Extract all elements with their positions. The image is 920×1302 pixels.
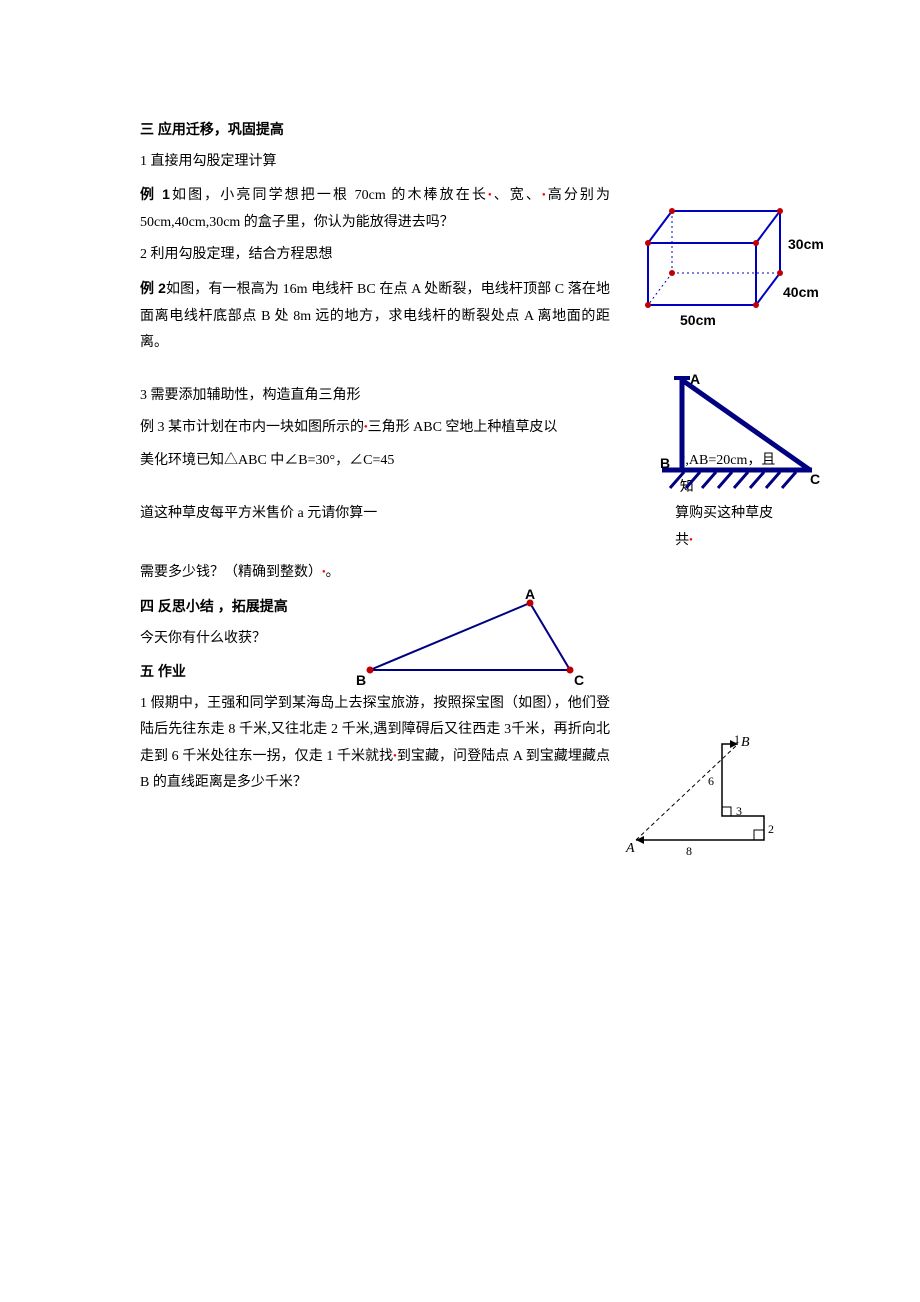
pole-A: A [690, 366, 700, 393]
map-3: 3 [736, 800, 742, 823]
pole-C: C [810, 466, 820, 493]
ex1-line1: 例 1如图，小亮同学想把一根 70cm 的木棒放在长●、宽、●高分别为 50cm… [140, 181, 610, 236]
hw1-block: 1 假期中，王强和同学到某海岛上去探宝旅游，按照探宝图（如图），他们登陆后先往东… [140, 691, 610, 797]
box-h-label: 30cm [788, 231, 824, 258]
map-6: 6 [708, 770, 714, 793]
deco-dot: ● [689, 537, 693, 543]
map-1: 1 [734, 728, 740, 751]
box-d-label: 40cm [783, 279, 819, 306]
ex2-label: 例 2 [140, 280, 166, 296]
ex1-text-b: 、宽、 [494, 188, 542, 203]
page-content: 三 应用迁移，巩固提高 1 直接用勾股定理计算 例 1如图，小亮同学想把一根 7… [0, 0, 920, 863]
box-w-label: 50cm [680, 307, 716, 334]
ex3-e: 道这种草皮每平方米售价 a 元请你算一 [140, 501, 448, 528]
box-figure: 30cm 40cm 50cm [640, 195, 820, 335]
ex3-c: 美化环境已知△ABC 中∠B=30°，∠C=45 [140, 448, 451, 475]
ex3-g: 需要多少钱？（精确到整数） [140, 565, 322, 580]
tri-B: B [356, 667, 366, 694]
ex3-line4: 需要多少钱？（精确到整数）●。 [140, 560, 780, 587]
sub1: 1 直接用勾股定理计算 [140, 149, 780, 176]
ex1-text-a: 如图，小亮同学想把一根 70cm 的木棒放在长 [170, 188, 488, 203]
triangle-figure: A B C [350, 585, 590, 695]
ex2-block: 例 2如图，有一根高为 16m 电线杆 BC 在点 A 处断裂，电线杆顶部 C … [140, 275, 610, 357]
ex3-h: 。 [326, 565, 340, 580]
section3-title: 三 应用迁移，巩固提高 [140, 116, 780, 143]
ex3-line1: 例 3 某市计划在市内一块如图所示的●三角形 ABC 空地上种植草皮以 [140, 415, 610, 442]
ex2-text: 如图，有一根高为 16m 电线杆 BC 在点 A 处断裂，电线杆顶部 C 落在地… [140, 282, 610, 350]
map-8: 8 [686, 840, 692, 863]
map-B: B [741, 730, 750, 757]
map-figure: A B 8 2 3 6 1 [626, 720, 806, 860]
ex3-b: 三角形 ABC 空地上种植草皮以 [368, 420, 558, 435]
pole-B: B [660, 450, 670, 477]
ex3-a: 例 3 某市计划在市内一块如图所示的 [140, 420, 364, 435]
tri-C: C [574, 667, 584, 694]
map-A: A [626, 836, 635, 863]
pole-figure: A B C [652, 370, 822, 510]
map-2: 2 [768, 818, 774, 841]
ex1-label: 例 1 [140, 186, 170, 202]
tri-A: A [525, 581, 535, 608]
